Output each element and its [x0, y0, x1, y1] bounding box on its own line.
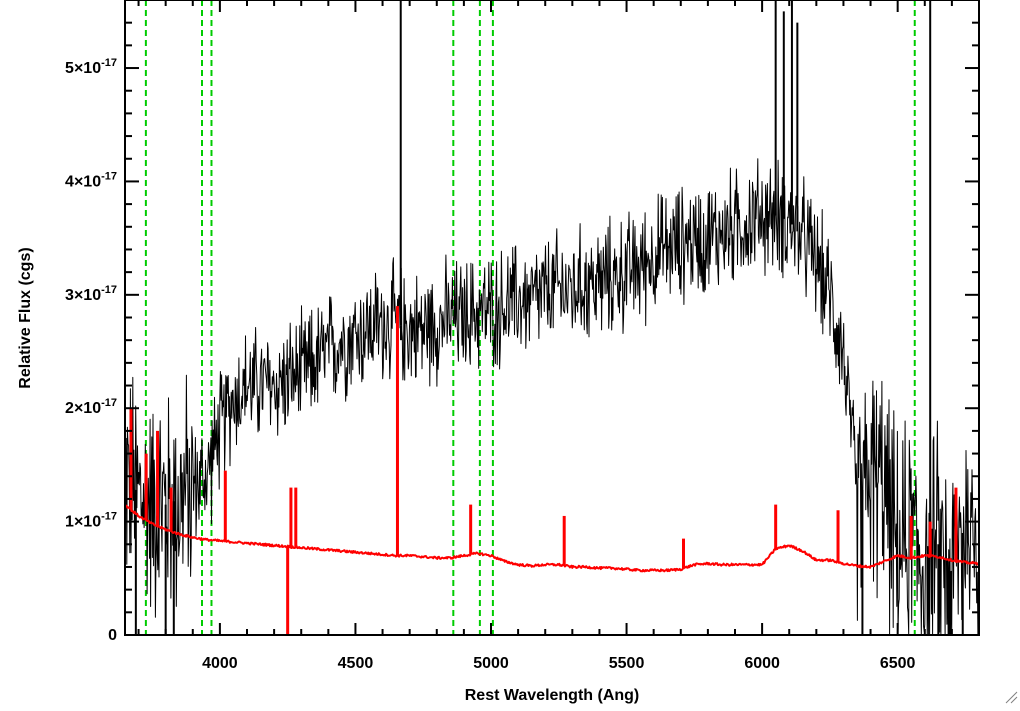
- y-tick-mantissa-3: 3×10: [65, 287, 101, 304]
- y-axis-label: Relative Flux (cgs): [17, 247, 34, 388]
- y-tick-exponent-3: -17: [101, 284, 117, 296]
- y-tick-exponent-2: -17: [101, 397, 117, 409]
- y-tick-exponent-4: -17: [101, 170, 117, 182]
- x-tick-label-6000: 6000: [744, 655, 780, 672]
- y-axis-ticks: 01×10-172×10-173×10-174×10-175×10-17: [65, 0, 979, 644]
- y-tick-label-2: 2×10-17: [65, 397, 117, 417]
- y-tick-label-4: 4×10-17: [65, 170, 117, 190]
- y-tick-label-3: 3×10-17: [65, 284, 117, 304]
- series-layer: [124, 1, 980, 635]
- x-axis-label: Rest Wavelength (Ang): [465, 687, 640, 704]
- y-tick-label-5: 5×10-17: [65, 57, 117, 77]
- x-tick-label-4000: 4000: [202, 655, 238, 672]
- x-tick-label-6500: 6500: [880, 655, 916, 672]
- x-tick-label-4500: 4500: [338, 655, 374, 672]
- y-tick-label-0: 0: [108, 627, 117, 644]
- plot-frame: [124, 0, 980, 636]
- resize-grip-icon[interactable]: [1004, 690, 1018, 704]
- y-tick-label-1: 1×10-17: [65, 511, 117, 531]
- y-tick-mantissa-2: 2×10: [65, 400, 101, 417]
- series-1: [124, 306, 980, 634]
- x-tick-label-5000: 5000: [473, 655, 509, 672]
- y-tick-mantissa-5: 5×10: [65, 60, 101, 77]
- y-tick-exponent-1: -17: [101, 511, 117, 523]
- series-0: [124, 1, 979, 635]
- x-axis-ticks: 4000 4500 5000 5500 6000 6500: [137, 0, 980, 672]
- x-tick-label-5500: 5500: [609, 655, 645, 672]
- emission-line-markers: [144, 0, 916, 635]
- y-tick-mantissa-1: 1×10: [65, 514, 101, 531]
- y-tick-exponent-5: -17: [101, 57, 117, 69]
- series-0-line: [124, 158, 979, 635]
- series-1-line: [124, 504, 980, 573]
- y-tick-mantissa-4: 4×10: [65, 173, 101, 190]
